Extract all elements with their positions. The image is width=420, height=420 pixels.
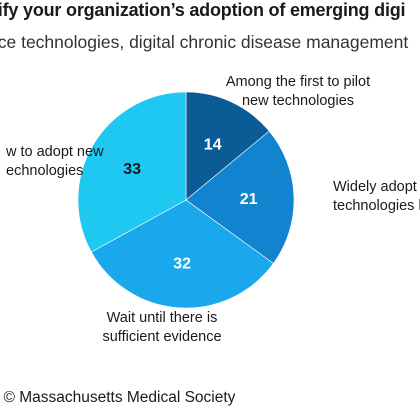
slice-category-label: w to adopt new echnologies: [5, 144, 104, 179]
slice-value-label: 14: [204, 136, 222, 153]
pie-slice: [77, 91, 187, 253]
chart-subtitle: nce technologies, digital chronic diseas…: [0, 32, 409, 52]
slice-category-label: Among the first to pilot new technologies: [226, 74, 370, 109]
chart-title: sify your organization’s adoption of eme…: [0, 0, 406, 20]
pie-slice: [185, 130, 295, 264]
slice-value-label: 21: [240, 191, 258, 208]
slice-value-label: 32: [173, 256, 191, 273]
copyright-notice: ) © Massachusetts Medical Society: [0, 389, 236, 406]
pie-slice: [185, 91, 270, 201]
pie-slice: [90, 199, 274, 309]
slice-value-label: 33: [123, 161, 141, 178]
slice-category-label: Wait until there is sufficient evidence: [102, 310, 221, 345]
